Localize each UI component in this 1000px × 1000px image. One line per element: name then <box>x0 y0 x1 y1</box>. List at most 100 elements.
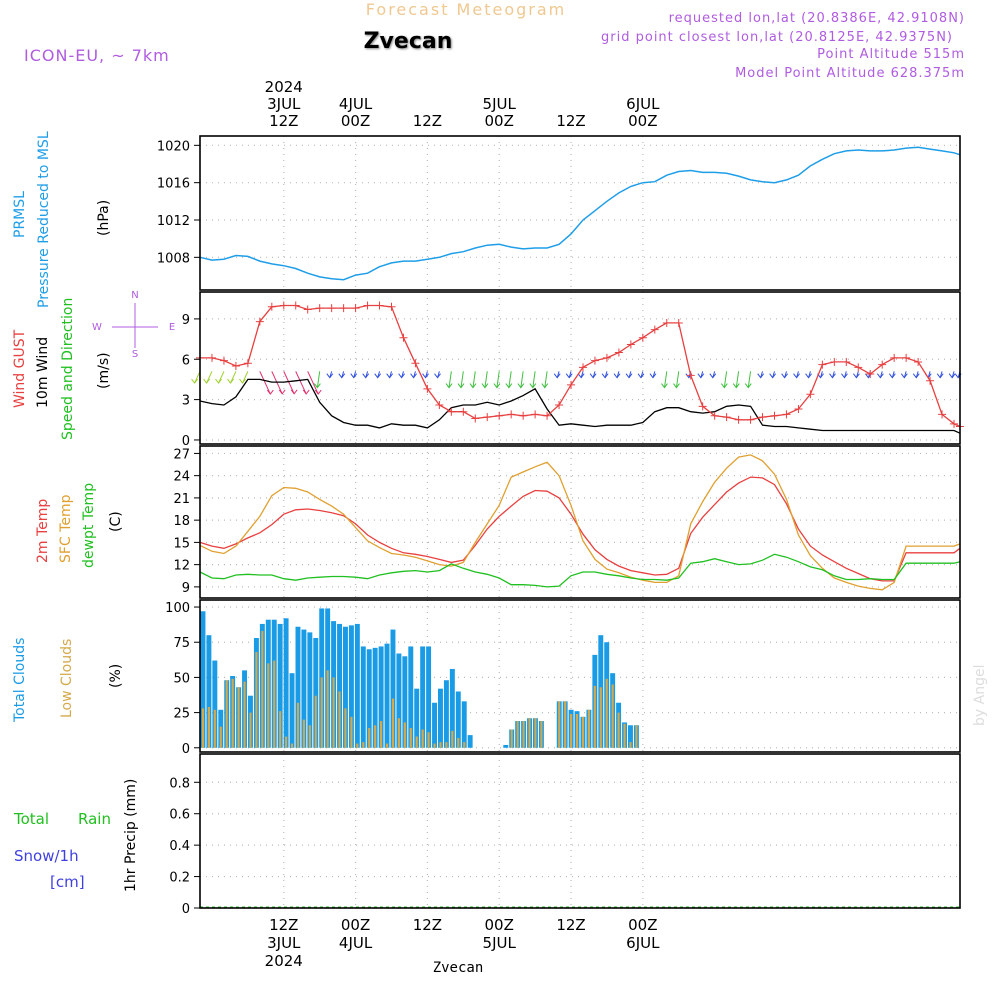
low-cloud-bar <box>617 712 620 748</box>
low-cloud-bar <box>510 729 513 748</box>
clouds-label-total: Total Clouds <box>12 638 28 723</box>
time-label-top: 00Z <box>341 112 370 130</box>
time-label-bottom: 00Z <box>628 916 657 934</box>
gust-marker <box>650 325 659 334</box>
ytick-label: 9 <box>182 313 190 328</box>
gust-marker <box>674 318 683 327</box>
ytick-label: 0 <box>182 434 190 449</box>
total-cloud-bar <box>372 647 378 748</box>
wind-label-direction: Speed and Direction <box>60 298 76 440</box>
wind-arrow-head <box>793 373 800 379</box>
low-cloud-bar <box>522 721 525 748</box>
low-cloud-bar <box>326 670 329 748</box>
gust-marker <box>710 411 719 420</box>
low-cloud-bar <box>314 695 317 748</box>
wind-arrow-head <box>493 383 501 389</box>
gust-marker <box>746 415 755 424</box>
precip-unit: 1hr Precip (mm) <box>123 779 139 892</box>
temp-dewpt-line <box>199 553 961 588</box>
low-cloud-bar <box>403 722 406 748</box>
wind-arrow <box>283 371 295 395</box>
precip-panel-labels: Total Rain Snow/1h [cm] 1hr Precip (mm) <box>13 779 139 892</box>
wind-arrow-head <box>936 373 944 379</box>
wind-label-gust: Wind GUST <box>12 329 28 408</box>
compass-w: W <box>92 322 102 333</box>
gust-marker <box>339 304 348 313</box>
wind-arrow-head <box>757 373 765 379</box>
gust-marker <box>411 359 420 368</box>
compass-e: E <box>169 322 175 333</box>
low-cloud-bar <box>308 725 311 748</box>
total-cloud-bar <box>396 653 402 748</box>
header-location: Zvecan <box>364 29 453 54</box>
wind-arrow-head <box>732 383 740 389</box>
wind-arrow-head <box>290 389 298 395</box>
gust-marker <box>399 333 408 342</box>
gust-marker <box>854 363 863 372</box>
low-cloud-bar <box>255 652 258 748</box>
gust-marker <box>255 317 264 326</box>
low-cloud-bar <box>457 737 460 748</box>
total-cloud-bar <box>354 623 360 748</box>
time-label-top: 6JUL <box>626 95 660 113</box>
low-cloud-bar <box>374 725 377 748</box>
low-cloud-bar <box>302 719 305 748</box>
time-label-bottom: 12Z <box>556 916 585 934</box>
wind-arrow-head <box>841 373 848 379</box>
gust-marker <box>495 411 504 420</box>
wind-arrow-head <box>326 373 334 379</box>
gust-marker <box>938 410 947 419</box>
total-cloud-bar <box>408 646 414 748</box>
low-cloud-bar <box>570 714 573 748</box>
wind-arrow <box>472 371 476 388</box>
low-cloud-bar <box>338 691 341 748</box>
gust-marker <box>830 357 839 366</box>
total-cloud-bar <box>295 626 301 748</box>
ytick-label: 75 <box>173 636 190 651</box>
precip-label-rain: Rain <box>78 810 111 828</box>
ytick-label: 12 <box>173 559 190 574</box>
wind-arrow-head <box>912 373 920 379</box>
low-cloud-bar <box>201 708 205 748</box>
total-cloud-bar <box>420 646 426 748</box>
low-cloud-bar <box>558 701 561 748</box>
gust-marker <box>590 356 599 365</box>
low-cloud-bar <box>516 721 519 748</box>
pressure-panel-labels: PRMSL Pressure Reduced to MSL (hPa) <box>12 131 112 308</box>
low-cloud-bar <box>320 677 323 748</box>
header-grid-point: grid point closest lon,lat (20.8125E, 42… <box>601 30 953 45</box>
low-cloud-bar <box>599 687 602 748</box>
wind-arrow-head <box>469 383 477 389</box>
gust-marker <box>806 390 815 399</box>
low-cloud-bar <box>231 678 234 748</box>
total-cloud-bar <box>384 643 390 748</box>
gust-marker <box>363 301 372 310</box>
gust-marker <box>447 407 456 416</box>
low-cloud-bar <box>433 743 436 748</box>
gust-marker <box>519 411 528 420</box>
low-cloud-bar <box>362 742 365 748</box>
gust-marker <box>555 400 564 409</box>
wind-arrow-head <box>239 378 246 384</box>
panel-frame <box>199 135 961 291</box>
ytick-label: 50 <box>173 671 190 686</box>
ytick-label: 6 <box>182 353 190 368</box>
wind-arrow-head <box>374 373 382 379</box>
wind-arrow <box>448 371 452 388</box>
total-cloud-bar <box>366 649 372 748</box>
time-label-bottom: 3JUL <box>267 934 301 952</box>
low-cloud-bar <box>623 723 626 748</box>
low-cloud-bar <box>575 714 579 748</box>
wind-arrow-head <box>350 373 358 379</box>
gust-marker <box>902 353 911 362</box>
footer-credit: by Angel <box>972 665 988 726</box>
wind-arrow-head <box>505 383 513 389</box>
low-cloud-bar <box>605 678 608 748</box>
wind-arrow-head <box>553 373 561 379</box>
gust-marker <box>387 302 396 311</box>
wind-arrow <box>460 371 464 388</box>
precip-label-total: Total <box>13 810 49 828</box>
wind-arrow-head <box>313 383 321 389</box>
ytick-label: 0.8 <box>169 776 190 791</box>
